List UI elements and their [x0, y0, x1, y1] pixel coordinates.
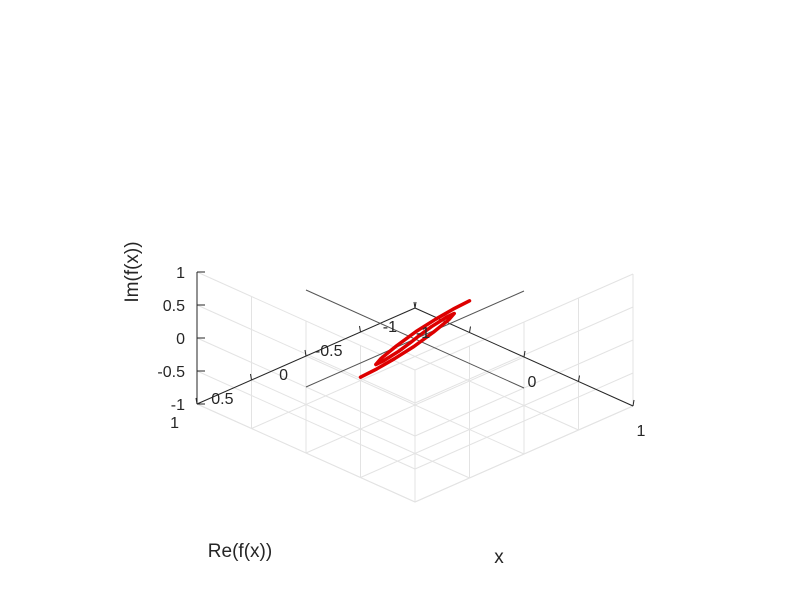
back-wall-grid-line — [196, 271, 416, 371]
z-tick-label: -0.5 — [157, 364, 185, 381]
x-tick-mark — [578, 375, 580, 382]
x-tick-mark — [632, 399, 635, 407]
y-axis-label: Re(f(x)) — [208, 541, 272, 562]
series-curve-0 — [358, 299, 472, 379]
side-wall-grid-line — [414, 273, 634, 371]
z-tick-label: 1 — [176, 265, 185, 282]
data-series — [358, 299, 472, 379]
x-tick-label: -1 — [416, 325, 430, 342]
x-tick-label: 1 — [637, 423, 646, 440]
y-tick-mark — [195, 397, 198, 405]
y-tick-mark — [359, 325, 361, 333]
x-tick-mark — [523, 350, 526, 358]
y-tick-mark — [304, 349, 307, 357]
y-tick-label: 0 — [279, 367, 288, 384]
y-tick-mark — [250, 373, 252, 381]
y-tick-label: 0.5 — [211, 391, 233, 408]
z-tick-label: -1 — [171, 397, 185, 414]
y-tick-label: -0.5 — [315, 343, 343, 360]
y-tick-mark — [413, 301, 416, 309]
tick-labels: -101-1-0.500.51-1-0.500.51 — [157, 265, 645, 440]
x-tick-label: 0 — [528, 374, 537, 391]
z-tick-label: 0.5 — [163, 298, 185, 315]
z-tick-label: 0 — [176, 331, 185, 348]
axes — [195, 271, 635, 407]
y-tick-label: 1 — [170, 415, 179, 432]
x-tick-mark — [469, 326, 471, 333]
x-axis-label: x — [494, 547, 504, 568]
y-tick-label: -1 — [383, 319, 397, 336]
z-axis-label: Im(f(x)) — [122, 241, 143, 302]
